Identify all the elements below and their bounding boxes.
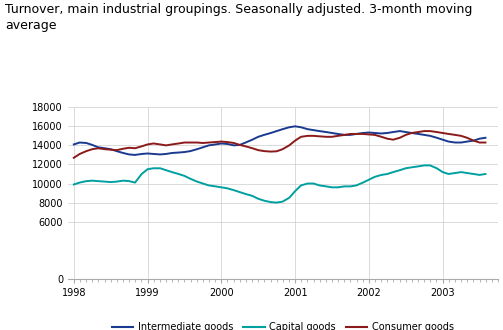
Text: Turnover, main industrial groupings. Seasonally adjusted. 3-month moving
average: Turnover, main industrial groupings. Sea…: [5, 3, 472, 32]
Legend: Intermediate goods, Capital goods, Consumer goods: Intermediate goods, Capital goods, Consu…: [108, 318, 458, 330]
